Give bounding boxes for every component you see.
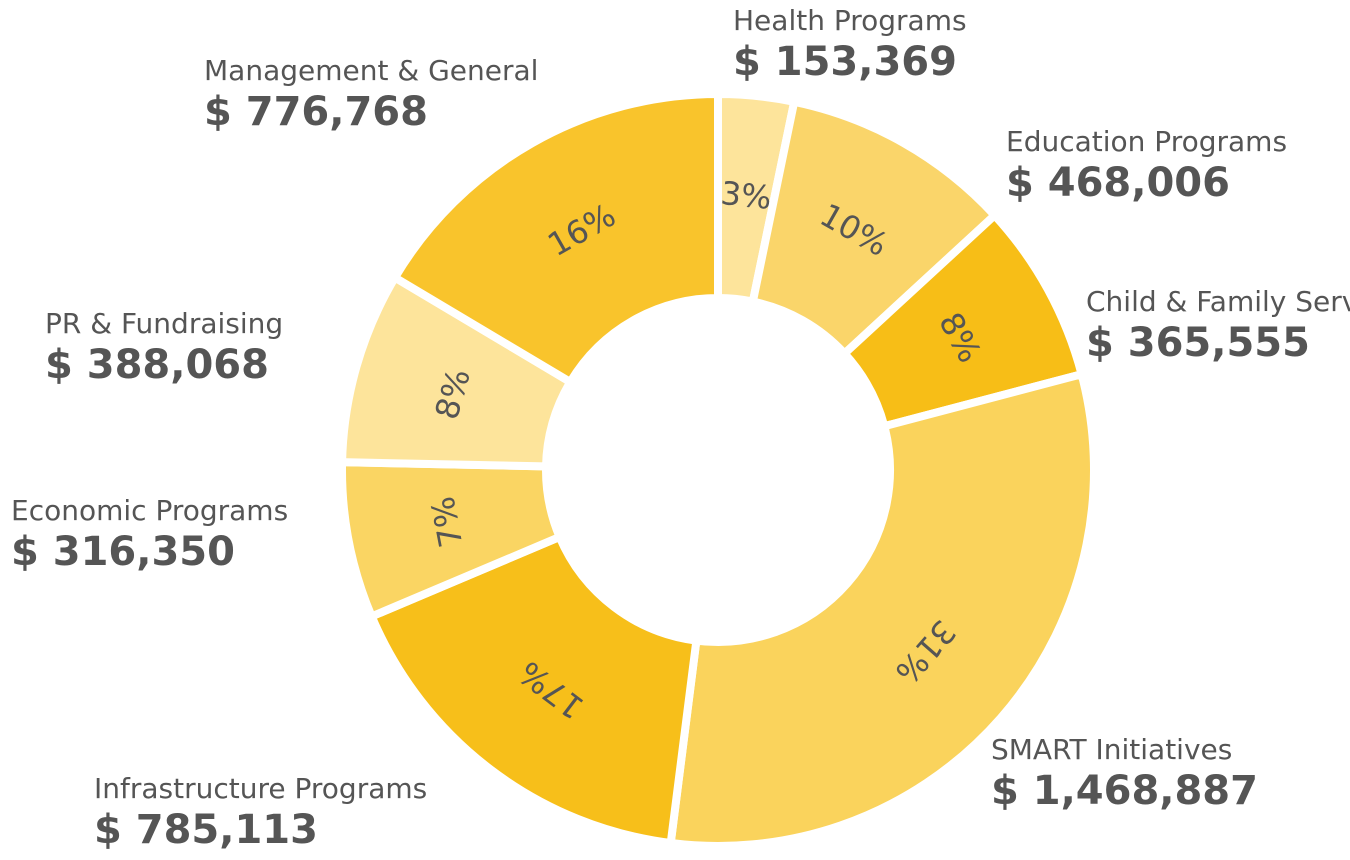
slice-label: Health Programs $ 153,369 (733, 4, 967, 86)
amount-label: $ 785,113 (94, 807, 318, 853)
amount-label: $ 316,350 (11, 529, 235, 575)
slice (389, 89, 722, 388)
amount-label: $ 153,369 (733, 39, 957, 85)
percent-label: 7% (424, 494, 471, 551)
amount-label: $ 388,068 (45, 342, 269, 388)
slice (366, 531, 701, 848)
slice-label: Child & Family Services$ 365,555 (1086, 285, 1350, 367)
amount-label: $ 776,768 (204, 89, 428, 135)
category-name: Management & General (204, 54, 539, 87)
category-name: Health Programs (733, 4, 967, 37)
amount-label: $ 1,468,887 (991, 768, 1258, 814)
category-name: Child & Family Services (1086, 285, 1350, 318)
category-name: Economic Programs (11, 494, 289, 527)
amount-label: $ 468,006 (1006, 160, 1230, 206)
slice-label: Management & General $ 776,768 (204, 54, 538, 136)
category-name: Infrastructure Programs (94, 772, 428, 805)
slice-label: Infrastructure Programs $ 785,113 (94, 772, 427, 854)
amount-label: $ 365,555 (1086, 320, 1310, 366)
percent-label: 3% (719, 174, 773, 217)
slice-label: Education Programs $ 468,006 (1006, 125, 1287, 207)
slice (748, 97, 1001, 360)
slice-label: SMART Initiatives $ 1,468,887 (991, 733, 1258, 815)
category-name: SMART Initiatives (991, 733, 1233, 766)
category-name: PR & Fundraising (45, 307, 284, 340)
slice-label: Economic Programs $ 316,350 (11, 494, 288, 576)
slice-label: PR & Fundraising $ 388,068 (45, 307, 283, 389)
slice (666, 369, 1098, 850)
category-name: Education Programs (1006, 125, 1288, 158)
